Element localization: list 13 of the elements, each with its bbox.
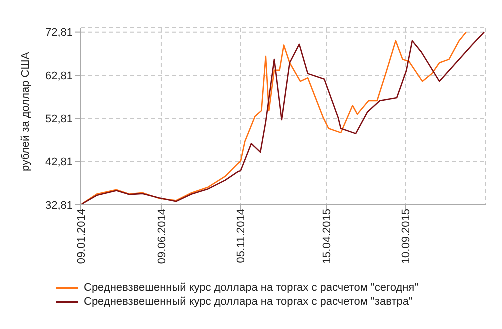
y-tick-label: 42,81 <box>45 156 73 169</box>
x-tick-label: 09.06.2014 <box>156 209 168 264</box>
x-tick-label: 10.09.2015 <box>400 209 412 264</box>
x-tick-label: 15.04.2015 <box>321 209 334 264</box>
y-tick-label: 72,81 <box>45 27 73 40</box>
legend-label: Средневзвешенный курс доллара на торгах с расчетом "завтра" <box>84 295 413 309</box>
y-axis-title: рублей за доллар США <box>20 52 32 172</box>
y-tick-label: 62,81 <box>45 70 73 82</box>
x-tick-label: 09.01.2014 <box>76 209 88 264</box>
y-tick-label: 52,81 <box>45 114 73 126</box>
y-tick-label: 32,81 <box>45 200 73 212</box>
legend-label: Средневзвешенный курс доллара на торгах с расчетом "сегодня" <box>84 281 419 295</box>
x-tick-label: 05.11.2014 <box>236 209 248 264</box>
